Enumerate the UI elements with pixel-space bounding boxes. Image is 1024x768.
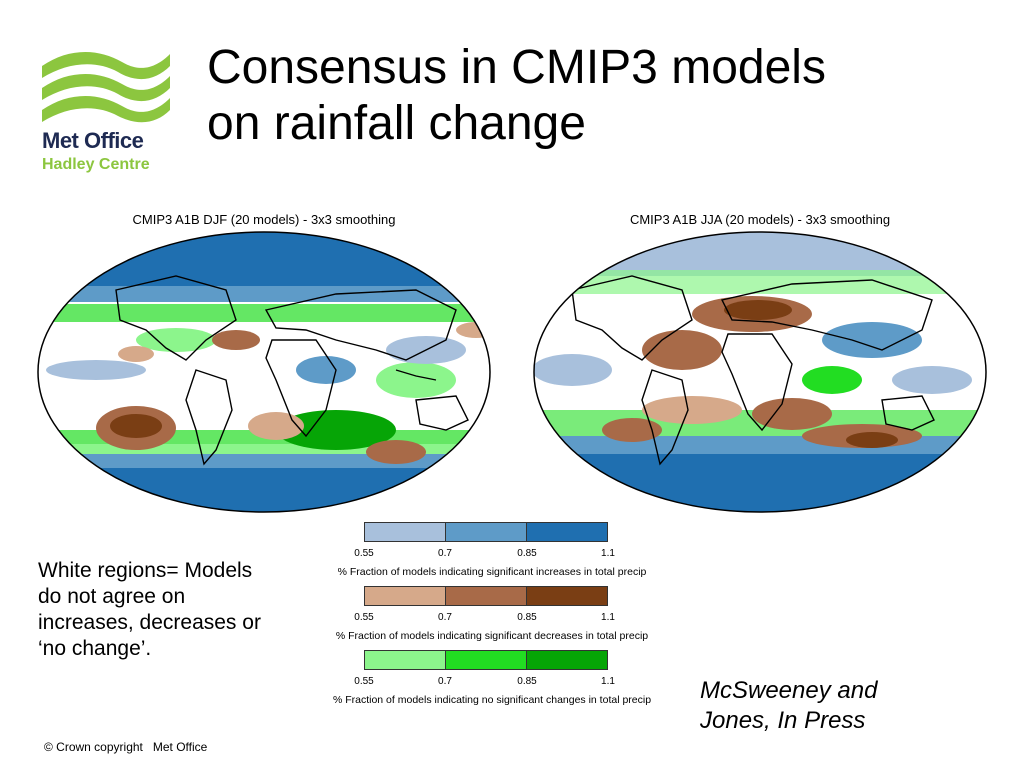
map-jja-graphic xyxy=(533,231,987,513)
logo-text-met-office: Met Office xyxy=(42,128,144,153)
legend-swatch xyxy=(365,651,446,669)
map-jja-title: CMIP3 A1B JJA (20 models) - 3x3 smoothin… xyxy=(629,212,891,227)
citation-line-2: Jones, In Press xyxy=(700,707,866,734)
legend-swatch xyxy=(365,523,446,541)
legend-swatch xyxy=(527,651,607,669)
title-line-1: Consensus in CMIP3 models xyxy=(207,41,826,94)
legend-tick: 0.55 xyxy=(354,612,374,623)
map-djf-title: CMIP3 A1B DJF (20 models) - 3x3 smoothin… xyxy=(132,212,396,227)
legend-decreases-bar xyxy=(364,586,608,606)
legend: 0.55 0.7 0.85 1.1 % Fraction of models i… xyxy=(312,520,672,712)
legend-swatch xyxy=(446,587,527,605)
legend-swatch xyxy=(446,651,527,669)
legend-tick: 1.1 xyxy=(601,676,615,687)
page-title: Consensus in CMIP3 models on rainfall ch… xyxy=(207,40,1007,152)
legend-tick: 0.85 xyxy=(517,548,537,559)
legend-tick: 0.7 xyxy=(438,676,452,687)
met-office-logo xyxy=(38,44,178,184)
white-regions-note: White regions= Models do not agree on in… xyxy=(38,559,261,660)
legend-tick: 1.1 xyxy=(601,612,615,623)
legend-increases: 0.55 0.7 0.85 1.1 % Fraction of models i… xyxy=(312,520,672,584)
copyright-footer: © Crown copyright Met Office xyxy=(44,740,208,754)
legend-tick: 0.7 xyxy=(438,612,452,623)
legend-caption: % Fraction of models indicating signific… xyxy=(337,566,647,578)
logo-text-hadley-centre: Hadley Centre xyxy=(42,156,150,173)
legend-swatch xyxy=(446,523,527,541)
map-jja: CMIP3 A1B JJA (20 models) - 3x3 smoothin… xyxy=(532,212,988,514)
citation-line-1: McSweeney and xyxy=(700,677,878,704)
map-djf: CMIP3 A1B DJF (20 models) - 3x3 smoothin… xyxy=(36,212,492,514)
legend-tick: 0.55 xyxy=(354,548,374,559)
legend-tick: 0.55 xyxy=(354,676,374,687)
legend-swatch xyxy=(365,587,446,605)
legend-swatch xyxy=(527,587,607,605)
title-line-2: on rainfall change xyxy=(207,97,586,150)
legend-increases-bar xyxy=(364,522,608,542)
citation: McSweeney and Jones, In Press xyxy=(700,676,1000,736)
map-djf-graphic xyxy=(37,231,491,513)
legend-no-change-bar xyxy=(364,650,608,670)
legend-tick: 1.1 xyxy=(601,548,615,559)
legend-caption: % Fraction of models indicating no signi… xyxy=(332,694,652,706)
legend-swatch xyxy=(527,523,607,541)
legend-caption: % Fraction of models indicating signific… xyxy=(335,630,649,642)
wave-logo-icon xyxy=(42,51,170,123)
legend-tick: 0.7 xyxy=(438,548,452,559)
legend-tick: 0.85 xyxy=(517,676,537,687)
legend-decreases: 0.55 0.7 0.85 1.1 % Fraction of models i… xyxy=(312,584,672,648)
legend-no-change: 0.55 0.7 0.85 1.1 % Fraction of models i… xyxy=(312,648,672,712)
legend-tick: 0.85 xyxy=(517,612,537,623)
